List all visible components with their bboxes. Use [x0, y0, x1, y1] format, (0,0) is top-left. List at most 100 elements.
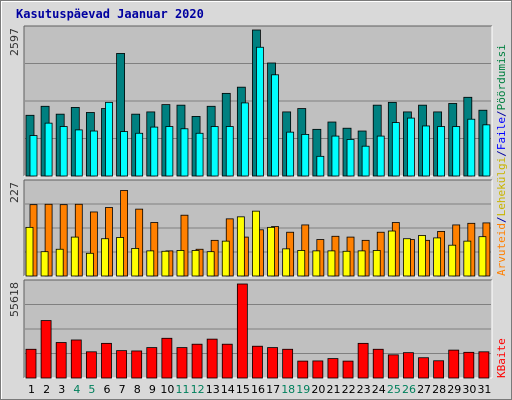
files-bar: [150, 126, 159, 177]
pages-bar-rect: [25, 226, 34, 277]
pages-bar: [418, 235, 426, 277]
kbytes-bar-rect: [236, 283, 248, 379]
kbytes-bar: [40, 320, 52, 379]
pages-bar: [40, 251, 49, 277]
files-bar: [256, 46, 264, 177]
kbytes-bar-rect: [312, 360, 324, 379]
kbytes-bar: [25, 348, 37, 379]
visits-bar-rect: [59, 204, 68, 277]
files-bar: [59, 126, 68, 177]
kbytes-bar: [282, 348, 294, 379]
files-bar-rect: [180, 128, 189, 177]
x-tick-label: 4: [73, 383, 80, 396]
files-bar-rect: [89, 130, 98, 177]
files-bar-rect: [361, 145, 370, 177]
pages-bar-rect: [101, 238, 109, 277]
kbytes-bar: [267, 347, 278, 379]
files-bar-rect: [44, 122, 53, 177]
files-bar: [361, 145, 370, 177]
kbytes-bar: [372, 348, 384, 379]
files-bar-rect: [422, 125, 430, 177]
files-bar-rect: [331, 135, 340, 177]
files-bar: [44, 122, 53, 177]
files-bar-rect: [59, 126, 68, 177]
kbytes-bar-rect: [85, 351, 97, 379]
x-tick-label: 2: [43, 383, 50, 396]
files-bar-rect: [346, 139, 355, 177]
kbytes-bar: [131, 350, 143, 379]
files-bar: [74, 129, 83, 177]
pages-bar: [25, 226, 34, 277]
kbytes-bar-rect: [342, 360, 354, 379]
pages-bar-rect: [327, 250, 336, 277]
files-bar-rect: [256, 46, 264, 177]
files-bar: [316, 155, 325, 177]
kbytes-bar: [236, 283, 248, 379]
x-tick-label: 31: [477, 383, 491, 396]
pages-bar-rect: [342, 250, 351, 277]
kbytes-bar-rect: [252, 345, 263, 379]
files-bar: [331, 135, 340, 177]
pages-bar: [116, 237, 124, 277]
files-bar-rect: [195, 132, 204, 177]
kbytes-bar: [357, 342, 369, 379]
x-tick-label: 17: [266, 383, 280, 396]
kbytes-bar: [70, 339, 82, 379]
kbytes-bar-rect: [418, 357, 429, 379]
pages-bar-rect: [357, 250, 366, 277]
files-bar: [437, 126, 446, 177]
files-bar-rect: [376, 135, 385, 177]
pages-bar-rect: [448, 244, 457, 277]
kbytes-bar-rect: [297, 360, 309, 379]
kbytes-bar: [252, 345, 263, 379]
pages-bar: [221, 240, 230, 277]
chart-title: Kasutuspäevad Jaanuar 2020: [16, 7, 204, 21]
files-bar-rect: [120, 131, 128, 177]
visits-bar-rect: [180, 214, 189, 277]
visits-bar-rect: [150, 222, 159, 277]
x-tick-label: 6: [104, 383, 111, 396]
kbytes-bar-rect: [206, 338, 218, 379]
kbytes-bar: [297, 360, 309, 379]
files-bar: [271, 74, 279, 177]
hits-ymax-label: 2597: [8, 28, 21, 56]
x-tick-label: 26: [402, 383, 416, 396]
kbytes-bar: [403, 352, 414, 379]
pages-bar-rect: [282, 248, 291, 277]
side-legend-top: Arvuteid/Lehekülgi/Faile/Pöördumisi: [495, 44, 508, 276]
files-bar-rect: [225, 126, 234, 177]
x-tick-label: 14: [221, 383, 235, 396]
pages-ymax-label: 227: [8, 182, 21, 203]
files-bar-rect: [29, 135, 38, 177]
pages-bar: [191, 250, 200, 277]
pages-bar: [282, 248, 291, 277]
pages-bar-rect: [387, 230, 396, 277]
visits-bar: [120, 190, 128, 277]
x-tick-label: 22: [342, 383, 356, 396]
files-bar: [225, 126, 234, 177]
x-tick-label: 21: [326, 383, 340, 396]
kbytes-bar-rect: [267, 347, 278, 379]
kbytes-bar-rect: [357, 342, 369, 379]
files-bar-rect: [467, 118, 476, 177]
kbytes-bar: [85, 351, 97, 379]
pages-bar-rect: [418, 235, 426, 277]
files-bar-rect: [135, 132, 144, 177]
kbytes-ymax-label: 55618: [8, 282, 21, 317]
visits-bar-rect: [135, 208, 144, 277]
files-bar: [346, 139, 355, 177]
visits-bar: [150, 222, 159, 277]
x-tick-label: 29: [447, 383, 461, 396]
pages-bar: [55, 248, 64, 277]
kbytes-bar-rect: [161, 337, 173, 379]
pages-bar: [463, 240, 472, 277]
kbytes-bar: [433, 360, 445, 379]
x-tick-label: 3: [58, 383, 65, 396]
files-bar-rect: [482, 124, 491, 177]
files-bar: [135, 132, 144, 177]
files-bar: [301, 133, 310, 177]
pages-bar-rect: [478, 236, 487, 277]
kbytes-bar-rect: [478, 351, 490, 379]
pages-bar-rect: [433, 237, 442, 277]
kbytes-bar: [448, 349, 460, 379]
